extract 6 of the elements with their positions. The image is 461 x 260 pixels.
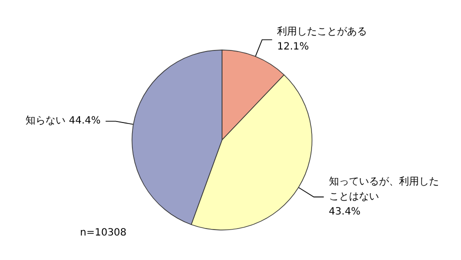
- slice-label: 利用したことがある: [277, 26, 368, 38]
- text: n=10308: [80, 228, 127, 238]
- data-label: 43.4%: [328, 206, 361, 218]
- slice-label: 知らない 44.4%: [26, 114, 101, 127]
- slice-label: 知っているが、利用したことはない: [328, 175, 439, 202]
- data-label: 12.1%: [277, 42, 309, 53]
